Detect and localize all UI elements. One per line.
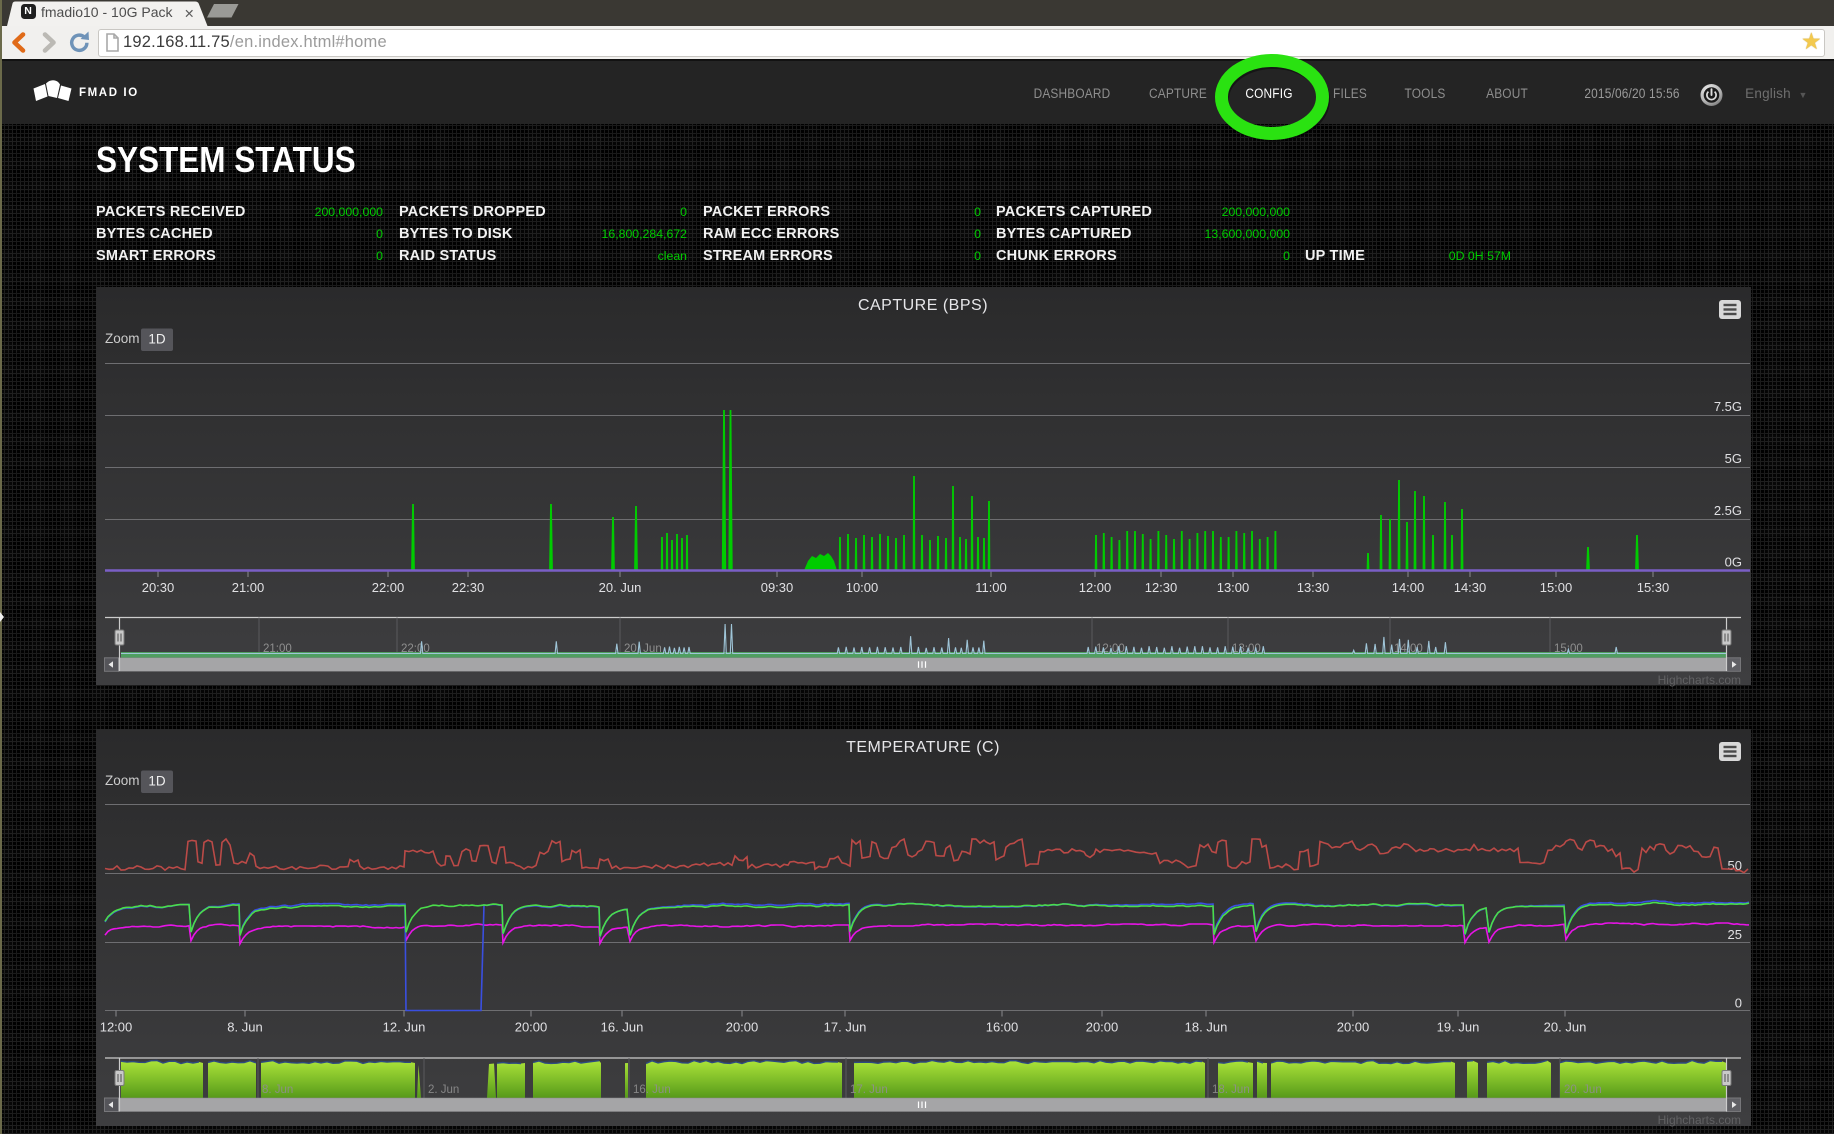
svg-text:25: 25 <box>1728 927 1742 942</box>
svg-text:14:30: 14:30 <box>1454 580 1487 595</box>
svg-text:18. Jun: 18. Jun <box>1212 1084 1250 1096</box>
svg-text:10:00: 10:00 <box>846 580 879 595</box>
svg-text:16. Jun: 16. Jun <box>633 1084 671 1096</box>
svg-text:1D: 1D <box>148 774 166 789</box>
svg-text:16. Jun: 16. Jun <box>601 1020 644 1035</box>
svg-text:13:30: 13:30 <box>1297 580 1330 595</box>
svg-text:8. Jun: 8. Jun <box>227 1020 262 1035</box>
svg-text:Highcharts.com: Highcharts.com <box>1658 673 1741 687</box>
svg-text:12. Jun: 12. Jun <box>383 1020 426 1035</box>
svg-text:13:00: 13:00 <box>1217 580 1250 595</box>
svg-text:2. Jun: 2. Jun <box>428 1084 459 1096</box>
svg-text:20. Jun: 20. Jun <box>1564 1084 1602 1096</box>
svg-text:19. Jun: 19. Jun <box>1437 1020 1480 1035</box>
svg-text:CAPTURE (BPS): CAPTURE (BPS) <box>858 297 988 314</box>
svg-text:Highcharts.com: Highcharts.com <box>1658 1113 1741 1127</box>
svg-text:11:00: 11:00 <box>975 580 1007 595</box>
svg-text:22:30: 22:30 <box>452 580 485 595</box>
svg-text:Zoom: Zoom <box>105 331 140 346</box>
svg-text:21:00: 21:00 <box>232 580 265 595</box>
svg-text:15:30: 15:30 <box>1637 580 1670 595</box>
svg-text:12:00: 12:00 <box>1079 580 1112 595</box>
svg-text:0G: 0G <box>1725 555 1742 570</box>
svg-text:5G: 5G <box>1725 451 1742 466</box>
svg-text:7.5G: 7.5G <box>1714 399 1742 414</box>
svg-text:1D: 1D <box>148 332 166 347</box>
svg-text:8. Jun: 8. Jun <box>262 1084 293 1096</box>
svg-text:12:30: 12:30 <box>1145 580 1178 595</box>
svg-text:12:00: 12:00 <box>100 1020 133 1035</box>
svg-text:18. Jun: 18. Jun <box>1185 1020 1228 1035</box>
svg-text:20:00: 20:00 <box>726 1020 759 1035</box>
svg-text:16:00: 16:00 <box>986 1020 1019 1035</box>
svg-text:17. Jun: 17. Jun <box>850 1084 888 1096</box>
svg-text:09:30: 09:30 <box>761 580 794 595</box>
svg-text:20:30: 20:30 <box>142 580 175 595</box>
svg-text:20:00: 20:00 <box>515 1020 548 1035</box>
svg-text:Zoom: Zoom <box>105 773 140 788</box>
svg-text:20. Jun: 20. Jun <box>599 580 642 595</box>
svg-text:TEMPERATURE (C): TEMPERATURE (C) <box>846 739 1000 756</box>
svg-text:20:00: 20:00 <box>1086 1020 1119 1035</box>
svg-text:20:00: 20:00 <box>1337 1020 1370 1035</box>
svg-text:0: 0 <box>1735 996 1742 1011</box>
svg-text:15:00: 15:00 <box>1540 580 1573 595</box>
svg-text:20. Jun: 20. Jun <box>1544 1020 1587 1035</box>
svg-text:17. Jun: 17. Jun <box>824 1020 867 1035</box>
svg-text:2.5G: 2.5G <box>1714 503 1742 518</box>
svg-text:14:00: 14:00 <box>1392 580 1425 595</box>
svg-text:22:00: 22:00 <box>372 580 405 595</box>
